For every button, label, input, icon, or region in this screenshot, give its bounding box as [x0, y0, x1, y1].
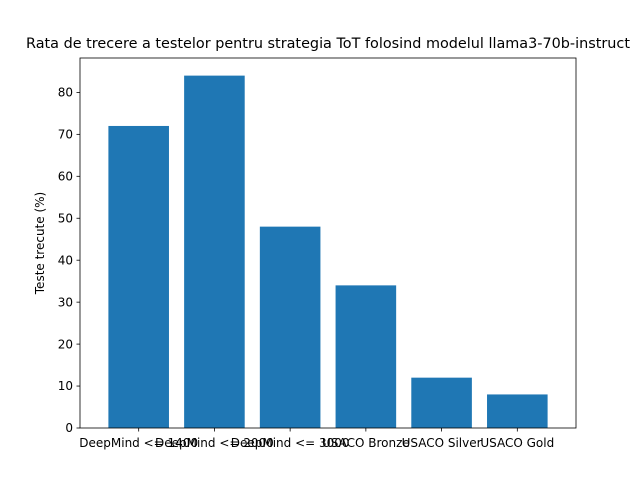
y-tick-label-8: 80: [58, 86, 73, 100]
x-tick-label-4: USACO Silver: [402, 436, 482, 450]
x-tick-label-1: DeepMind <= 2000: [155, 436, 274, 450]
plot-frame: [79, 57, 577, 429]
y-tick-label-0: 0: [65, 421, 73, 435]
y-tick-label-7: 70: [58, 128, 73, 142]
bar-0: [108, 125, 169, 429]
bar-5: [487, 394, 548, 428]
bar-1: [184, 75, 245, 428]
bar-2: [259, 226, 321, 428]
y-tick-label-2: 20: [58, 337, 73, 351]
y-tick-label-4: 40: [58, 253, 73, 267]
bars-group: [108, 75, 548, 429]
x-tick-label-2: DeepMind <= 3000: [231, 436, 350, 450]
x-tick-label-0: DeepMind <= 1400: [79, 436, 198, 450]
bar-4: [411, 377, 472, 428]
y-tick-label-3: 30: [58, 295, 73, 309]
y-axis-label: Teste trecute (%): [33, 192, 47, 295]
chart-title: Rata de trecere a testelor pentru strate…: [26, 36, 630, 52]
x-tick-label-5: USACO Gold: [480, 436, 554, 450]
y-tick-label-1: 10: [58, 379, 73, 393]
y-tick-label-6: 60: [58, 169, 73, 183]
bar-3: [335, 285, 397, 428]
y-tick-label-5: 50: [58, 211, 73, 225]
y-axis: 0 10 20 30 40 50 60 70 80: [58, 86, 80, 435]
x-tick-label-3: USACO Bronze: [322, 436, 410, 450]
